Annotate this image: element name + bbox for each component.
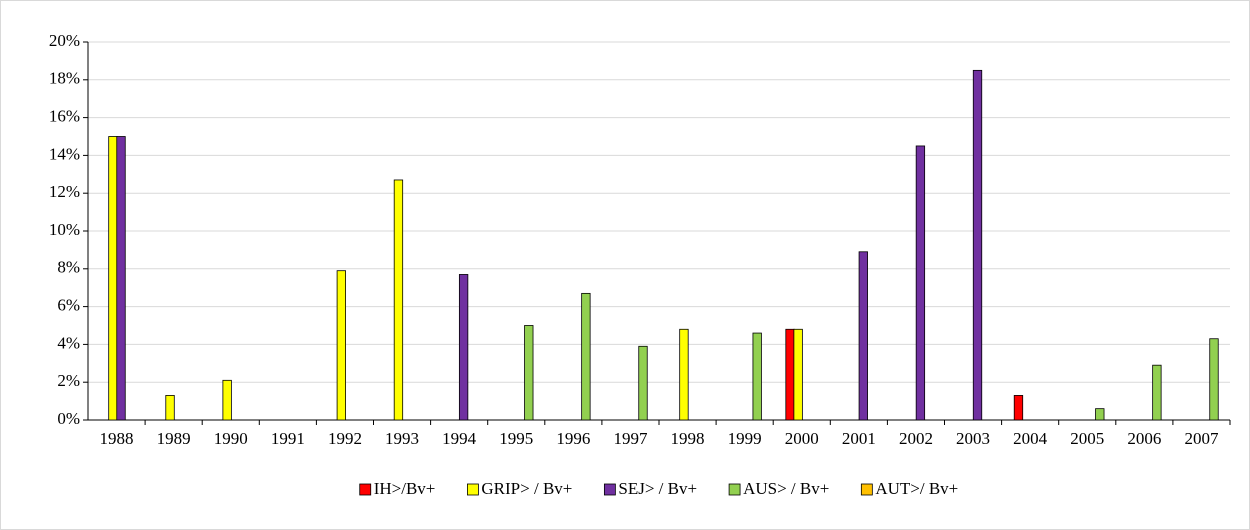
legend-swatch [603, 483, 616, 496]
legend-swatch [728, 483, 741, 496]
bar [108, 136, 118, 421]
x-tick-label: 2001 [842, 429, 876, 448]
x-tick-label: 1994 [442, 429, 477, 448]
y-tick-label: 2% [57, 371, 80, 390]
legend-label: IH>/Bv+ [374, 479, 436, 498]
bar [858, 251, 868, 421]
x-tick-label: 1989 [157, 429, 191, 448]
x-tick-label: 2006 [1127, 429, 1161, 448]
bar [752, 332, 762, 421]
x-tick-label: 1988 [100, 429, 134, 448]
bar [524, 325, 534, 421]
bar [458, 274, 469, 421]
y-tick-label: 4% [57, 333, 80, 352]
legend-label: SEJ> / Bv+ [618, 479, 697, 498]
bar [581, 292, 591, 421]
y-tick-label: 6% [57, 296, 80, 315]
x-tick-label: 1990 [214, 429, 248, 448]
bar [638, 345, 648, 421]
x-tick-label: 1995 [499, 429, 533, 448]
bar [915, 145, 926, 421]
y-tick-label: 16% [49, 107, 80, 126]
x-tick-label: 1998 [671, 429, 705, 448]
y-tick-label: 18% [49, 69, 80, 88]
x-tick-label: 2003 [956, 429, 990, 448]
x-tick-label: 2000 [785, 429, 819, 448]
y-tick-label: 12% [49, 182, 80, 201]
bar [1013, 395, 1024, 421]
bar [972, 69, 983, 421]
y-tick-label: 20% [49, 31, 80, 50]
legend-swatch [860, 483, 873, 496]
bar [679, 328, 689, 421]
x-tick-label: 1992 [328, 429, 362, 448]
x-tick-label: 2007 [1184, 429, 1219, 448]
x-tick-label: 1996 [556, 429, 590, 448]
bar [116, 136, 126, 421]
y-tick-label: 14% [49, 144, 80, 163]
x-tick-label: 1997 [613, 429, 648, 448]
legend-swatch [467, 483, 479, 496]
bar [1095, 408, 1105, 421]
bar [336, 270, 346, 421]
bar [793, 328, 803, 421]
y-tick-label: 10% [49, 220, 80, 239]
legend-swatch [359, 483, 372, 496]
bar [165, 395, 175, 421]
x-tick-label: 2004 [1013, 429, 1048, 448]
x-tick-label: 1993 [385, 429, 419, 448]
x-tick-label: 1999 [728, 429, 762, 448]
x-tick-label: 2002 [899, 429, 933, 448]
legend-label: GRIP> / Bv+ [481, 479, 572, 498]
legend-label: AUT>/ Bv+ [875, 479, 958, 498]
y-tick-label: 0% [57, 409, 80, 428]
bar [1152, 364, 1162, 421]
x-tick-label: 2005 [1070, 429, 1104, 448]
x-tick-label: 1991 [271, 429, 305, 448]
bar [222, 379, 232, 421]
bar [1209, 338, 1219, 421]
bar [393, 179, 404, 421]
y-tick-label: 8% [57, 258, 80, 277]
bar [785, 328, 795, 421]
legend-label: AUS> / Bv+ [743, 479, 829, 498]
